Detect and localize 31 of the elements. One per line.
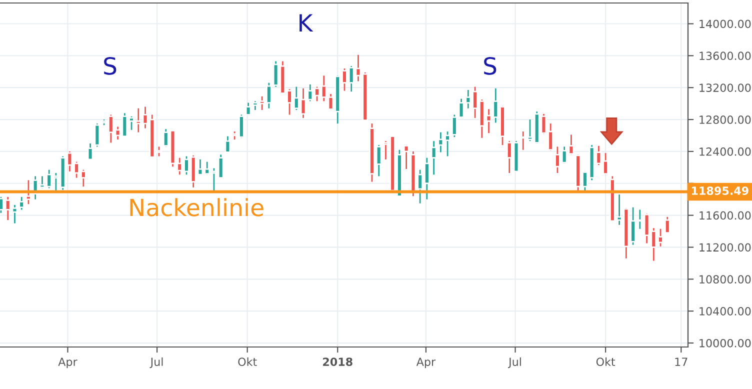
y-tick-label: 10400.00: [700, 307, 751, 316]
candlestick: [664, 216, 670, 234]
annotation: S: [104, 56, 116, 75]
candlestick: [403, 144, 410, 170]
y-tick-label: 12400.00: [700, 147, 751, 156]
x-tick-label: Jul: [508, 357, 521, 368]
candlestick: [430, 140, 437, 176]
y-tick-label: 14000.00: [700, 20, 751, 28]
ref-line-label: Nackenlinie: [130, 198, 264, 216]
x-tick-label: Jul: [150, 357, 163, 368]
x-tick-label: 2018: [323, 358, 352, 366]
y-tick-label: 10000.00: [700, 338, 751, 348]
candlestick: [224, 136, 231, 154]
y-tick-label: 13600.00: [700, 52, 751, 60]
x-tick-label: Okt: [596, 357, 616, 366]
y-tick-label: 11600.00: [700, 211, 751, 220]
annotation: S: [484, 56, 496, 75]
y-tick-label: 12800.00: [700, 116, 751, 124]
candlestick: [26, 179, 32, 205]
annotation: K: [300, 14, 314, 32]
y-tick-label: 10800.00: [700, 275, 751, 284]
x-tick-label: Okt: [238, 357, 257, 366]
text: 11895.49: [692, 186, 748, 195]
y-tick-label: 11200.00: [700, 243, 751, 252]
candlestick: [87, 142, 94, 160]
y-tick-label: 13200.00: [700, 84, 751, 92]
x-tick-label: 17: [675, 358, 688, 366]
candlestick: [245, 102, 252, 116]
x-tick-label: Apr: [416, 358, 436, 368]
x-tick-label: Apr: [58, 358, 78, 368]
candlestick: [94, 122, 100, 148]
